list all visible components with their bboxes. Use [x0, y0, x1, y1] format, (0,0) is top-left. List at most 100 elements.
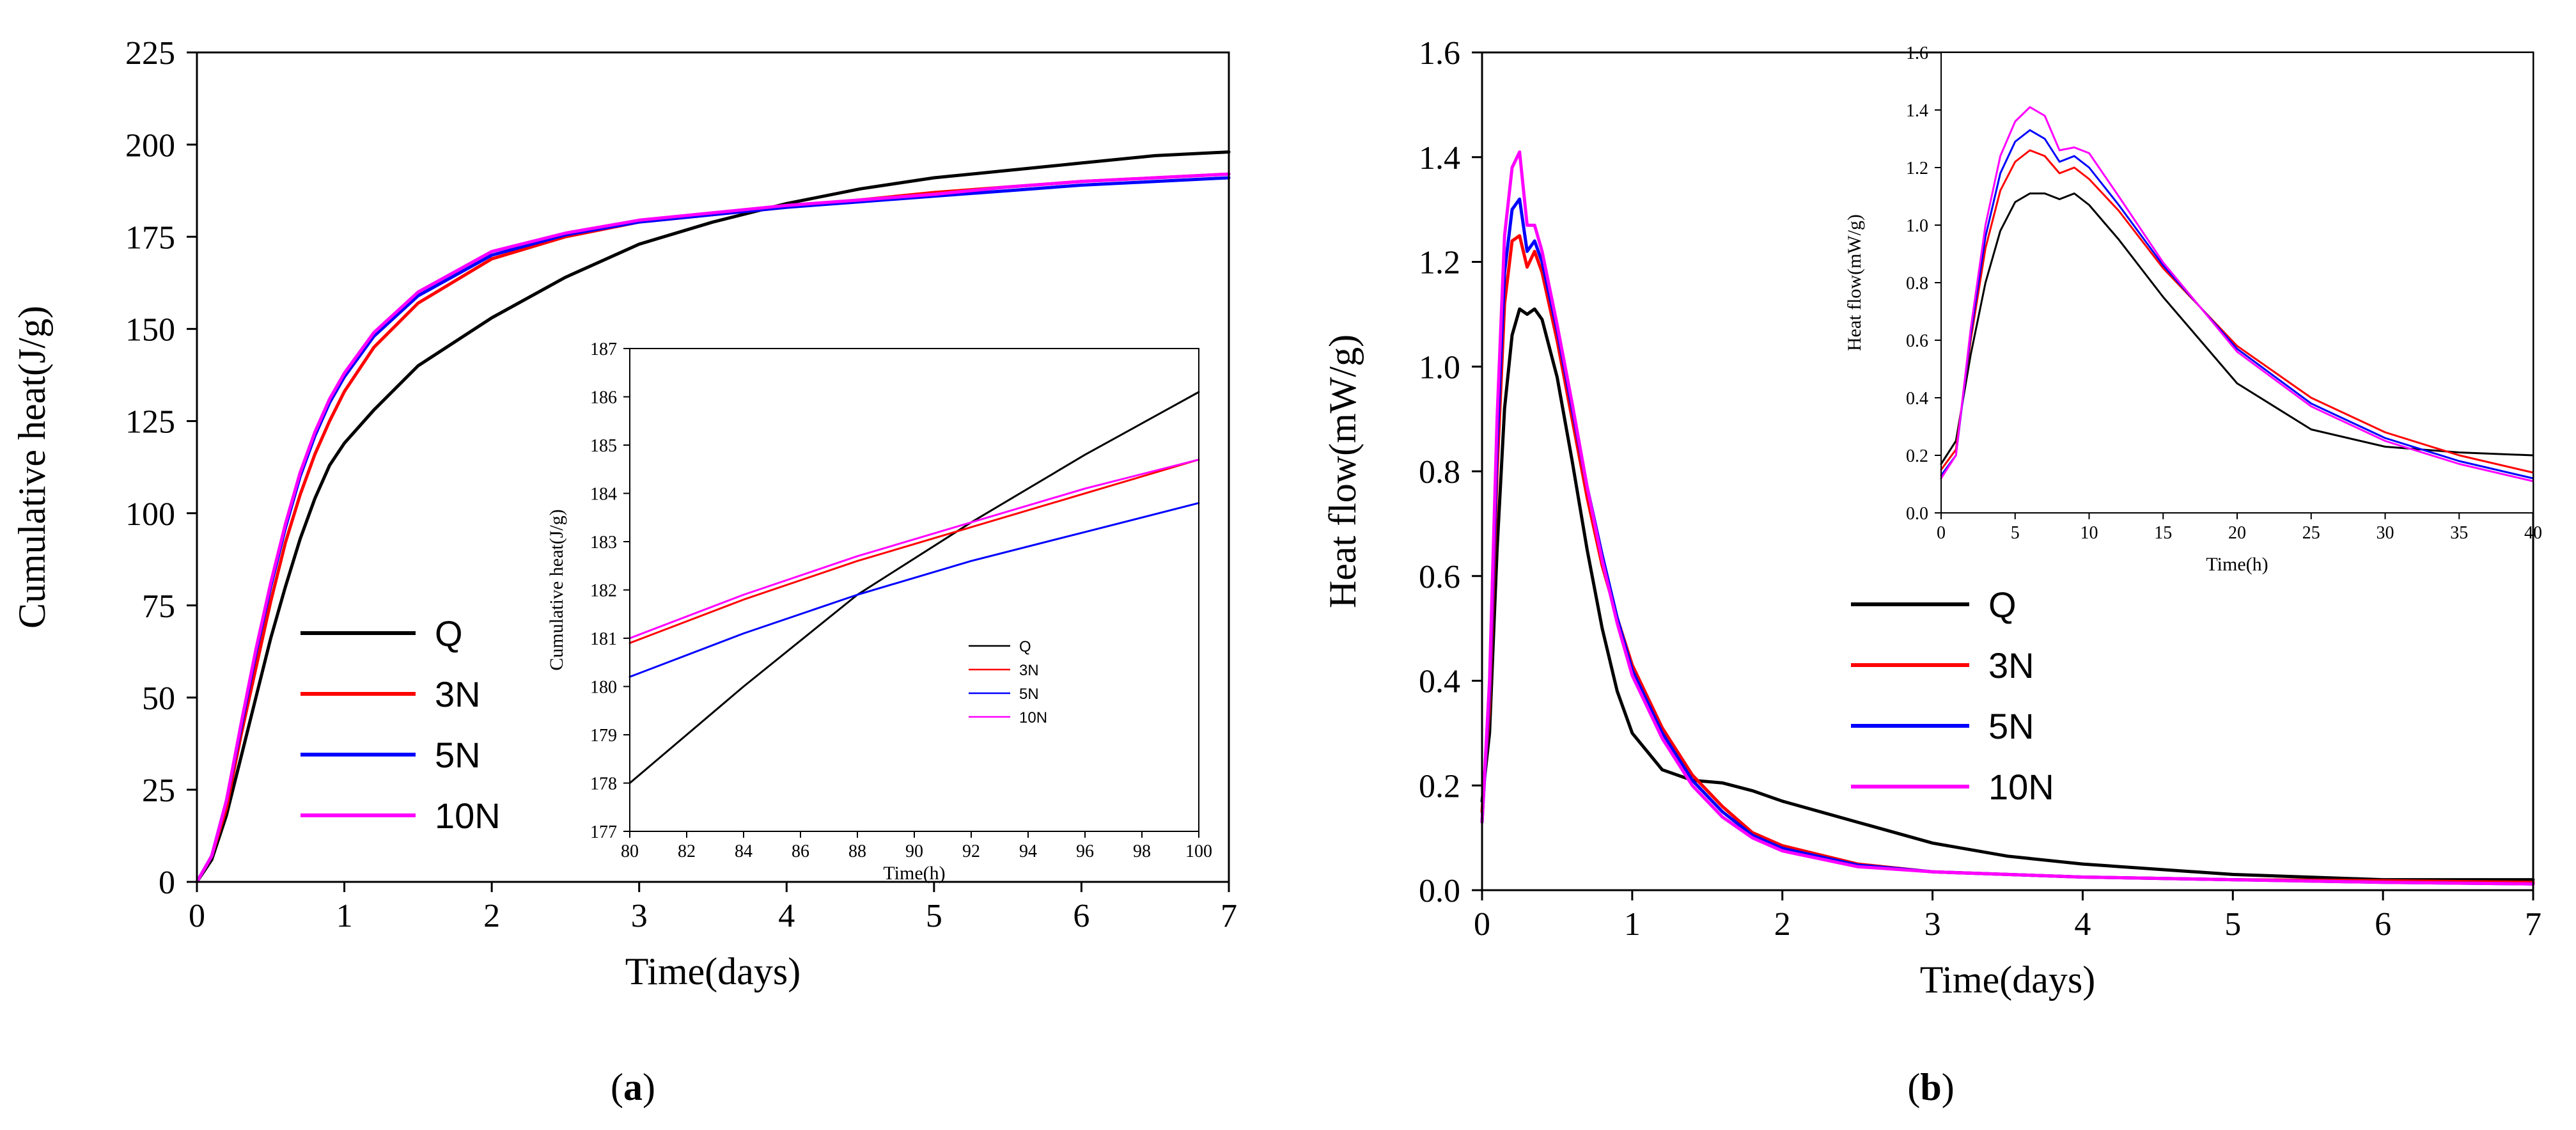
y-tick-label: 25: [142, 773, 175, 809]
x-tick-label: 20: [2228, 523, 2246, 543]
y-tick-label: 0.2: [1419, 768, 1460, 804]
series-line-q: [1480, 307, 2535, 882]
y-tick-label: 175: [125, 219, 175, 256]
x-tick-label: 98: [1133, 842, 1151, 861]
x-tick-label: 10: [2080, 523, 2098, 543]
caption-b: (b): [1907, 1066, 1954, 1108]
series-line-10n: [1940, 106, 2534, 482]
x-tick-label: 40: [2524, 523, 2542, 543]
series-line-10n: [1480, 150, 2535, 886]
y-tick-label: 100: [125, 496, 175, 533]
x-tick-label: 86: [792, 842, 809, 861]
x-tick-label: 15: [2154, 523, 2172, 543]
y-tick-label: 181: [590, 629, 617, 649]
x-tick-label: 82: [678, 842, 696, 861]
x-tick-label: 1: [336, 898, 353, 934]
plot-frame: [196, 51, 1230, 883]
x-tick-label: 3: [1924, 906, 1941, 943]
x-axis-title: Time(days): [625, 950, 800, 993]
legend: Q 3N 5N 10N: [301, 613, 501, 836]
x-tick-label: 4: [2074, 906, 2091, 943]
series-line-3n: [1940, 149, 2534, 474]
x-tick-label: 3: [631, 898, 648, 934]
x-tick-label: 4: [778, 898, 795, 934]
x-axis-title: Time(days): [1920, 959, 2095, 1001]
y-tick-label: 0.0: [1419, 873, 1460, 909]
y-tick-label: 0.8: [1419, 454, 1460, 490]
y-tick-label: 1.4: [1906, 101, 1928, 121]
legend-label-3n: 3N: [1019, 662, 1039, 679]
y-tick-label: 0.0: [1906, 504, 1928, 524]
legend: Q 3N 5N 10N: [1851, 585, 2054, 807]
y-tick-label: 183: [590, 533, 617, 553]
y-tick-label: 75: [142, 588, 175, 625]
x-tick-label: 94: [1019, 842, 1037, 861]
legend-label-q: Q: [1019, 638, 1031, 655]
x-axis-title: Time(h): [2206, 554, 2268, 575]
x-tick-label: 80: [621, 842, 639, 861]
y-tick-label: 0.8: [1906, 274, 1928, 294]
series-line-10n: [628, 459, 1200, 640]
y-tick-label: 0.4: [1906, 389, 1928, 409]
y-tick-label: 0: [159, 865, 175, 901]
x-tick-label: 2: [1774, 906, 1791, 943]
x-tick-label: 0: [189, 898, 205, 934]
x-tick-label: 0: [1474, 906, 1490, 943]
series-line-5n: [628, 502, 1200, 678]
plot-area: [1941, 52, 2533, 513]
y-axis-title: Cumulative heat(J/g): [546, 509, 567, 670]
y-tick-label: 179: [590, 726, 617, 746]
x-tick-label: 100: [1185, 842, 1212, 861]
caption-a-close: ): [643, 1066, 655, 1108]
x-tick-label: 1: [1624, 906, 1641, 943]
y-tick-label: 1.4: [1419, 140, 1460, 177]
x-tick-label: 6: [1073, 898, 1089, 934]
x-tick-label: 25: [2302, 523, 2320, 543]
legend-label-5n: 5N: [1019, 686, 1039, 703]
legend-label-10n: 10N: [1019, 709, 1047, 726]
series-line-5n: [1940, 129, 2534, 480]
legend-label-3n: 3N: [1988, 645, 2034, 686]
x-tick-label: 96: [1076, 842, 1094, 861]
y-tick-label: 187: [590, 340, 617, 359]
caption-a: (a): [611, 1066, 655, 1108]
y-tick-label: 0.4: [1419, 664, 1460, 700]
y-tick-label: 177: [590, 822, 617, 842]
y-tick-label: 50: [142, 680, 175, 717]
y-tick-label: 225: [125, 35, 175, 72]
series-line-3n: [628, 459, 1200, 644]
legend-label-q: Q: [435, 613, 463, 654]
series-line-q: [195, 150, 1231, 884]
y-tick-label: 0.6: [1906, 331, 1928, 351]
y-tick-label: 1.0: [1906, 216, 1928, 236]
series-line-q: [1940, 192, 2534, 465]
x-axis-title: Time(h): [883, 863, 945, 884]
x-tick-label: 7: [1221, 898, 1237, 934]
caption-a-open: (: [611, 1066, 623, 1108]
x-tick-label: 6: [2375, 906, 2391, 943]
x-tick-label: 0: [1937, 523, 1946, 543]
y-tick-label: 0.6: [1419, 559, 1460, 595]
y-axis-title: Heat flow(mW/g): [1322, 334, 1364, 608]
y-axis-title: Cumulative heat(J/g): [11, 306, 53, 629]
series-line-q: [628, 391, 1200, 784]
caption-b-close: ): [1942, 1066, 1955, 1108]
y-tick-label: 184: [590, 484, 617, 504]
y-tick-label: 1.6: [1419, 35, 1460, 72]
y-tick-label: 200: [125, 127, 175, 164]
caption-a-letter: a: [623, 1066, 643, 1108]
y-tick-label: 182: [590, 581, 617, 600]
y-tick-label: 178: [590, 774, 617, 794]
caption-b-letter: b: [1920, 1066, 1941, 1108]
y-tick-label: 185: [590, 436, 617, 456]
legend-label-10n: 10N: [435, 796, 501, 836]
x-tick-label: 35: [2450, 523, 2468, 543]
x-tick-label: 92: [962, 842, 980, 861]
x-tick-label: 84: [735, 842, 753, 861]
y-tick-label: 186: [590, 388, 617, 407]
x-tick-label: 90: [905, 842, 923, 861]
x-tick-label: 5: [2011, 523, 2020, 543]
legend-label-5n: 5N: [1988, 706, 2034, 746]
plot-area: [630, 349, 1199, 831]
